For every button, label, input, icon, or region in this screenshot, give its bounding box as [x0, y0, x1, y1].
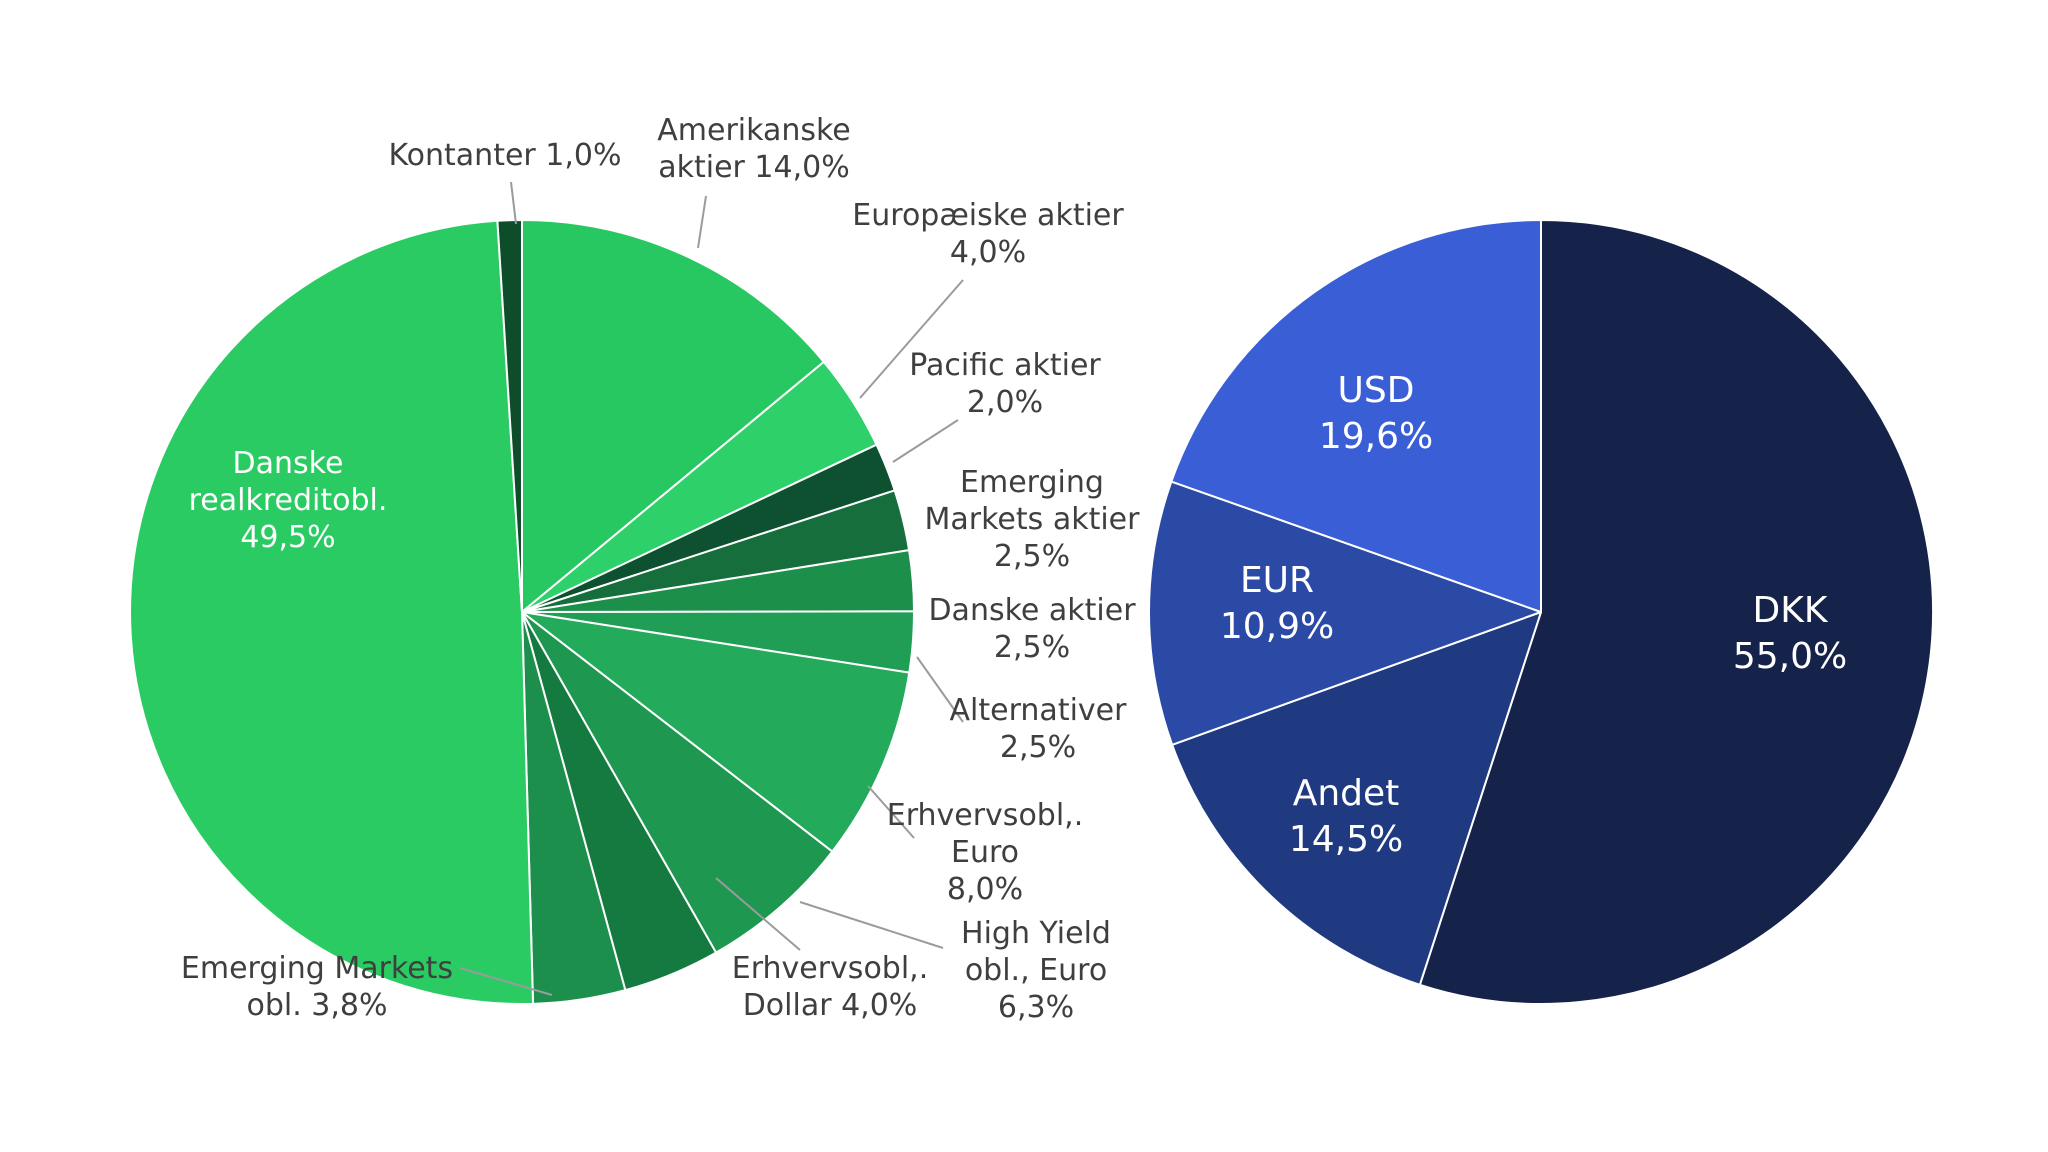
currency-allocation-pie-label-usd: USD 19,6% — [1319, 370, 1433, 457]
leader-line-amerikanske-aktier — [697, 195, 707, 249]
leader-line-erhvervsobl-euro — [867, 785, 915, 839]
leader-line-high-yield-obl-euro — [799, 901, 944, 949]
asset-allocation-pie-label-pacific-aktier: Pacific aktier 2,0% — [909, 348, 1101, 420]
asset-allocation-pie-label-emerging-markets-aktier: Emerging Markets aktier 2,5% — [925, 465, 1141, 574]
leader-line-europaeiske-aktier — [859, 279, 964, 399]
currency-allocation-pie-slice-eur — [1148, 480, 1542, 746]
currency-allocation-pie-slice-andet — [1171, 611, 1542, 986]
leader-line-kontanter — [510, 181, 517, 225]
asset-allocation-pie-label-kontanter: Kontanter 1,0% — [388, 138, 621, 173]
asset-allocation-pie-label-danske-aktier: Danske aktier 2,5% — [928, 593, 1136, 665]
leader-line-alternativer — [916, 656, 964, 723]
currency-allocation-pie-label-andet: Andet 14,5% — [1289, 773, 1403, 860]
currency-allocation-pie-slice-dkk — [1418, 219, 1934, 1005]
asset-allocation-pie-slice-amerikanske-aktier — [521, 219, 825, 613]
asset-allocation-pie-label-emerging-markets-obl: Emerging Markets obl. 3,8% — [181, 951, 453, 1023]
asset-allocation-pie-label-danske-realkreditobl: Danske realkreditobl. 49,5% — [189, 446, 388, 555]
currency-allocation-pie-label-eur: EUR 10,9% — [1220, 560, 1334, 647]
asset-allocation-pie-label-high-yield-obl-euro: High Yield obl., Euro 6,3% — [961, 916, 1111, 1025]
asset-allocation-pie-slice-danske-realkreditobl — [129, 219, 535, 1005]
asset-allocation-pie-label-europaeiske-aktier: Europæiske aktier 4,0% — [852, 198, 1124, 270]
leader-line-pacific-aktier — [892, 419, 959, 463]
leader-line-erhvervsobl-dollar — [715, 877, 801, 951]
asset-allocation-pie-slice-erhvervsobl-euro — [521, 611, 911, 853]
asset-allocation-pie-label-alternativer: Alternativer 2,5% — [950, 693, 1128, 765]
asset-allocation-pie-label-amerikanske-aktier: Amerikanske aktier 14,0% — [657, 113, 851, 185]
leader-line-emerging-markets-obl — [459, 967, 553, 996]
currency-allocation-pie-label-dkk: DKK 55,0% — [1733, 590, 1847, 677]
asset-allocation-pie-slice-kontanter — [496, 218, 523, 613]
asset-allocation-pie-label-erhvervsobl-dollar: Erhvervsobl,. Dollar 4,0% — [732, 951, 929, 1023]
currency-allocation-pie-slice-usd — [1170, 219, 1542, 613]
asset-allocation-pie-slice-high-yield-obl-euro — [521, 611, 834, 954]
asset-allocation-pie-label-erhvervsobl-euro: Erhvervsobl,. Euro 8,0% — [887, 798, 1084, 907]
